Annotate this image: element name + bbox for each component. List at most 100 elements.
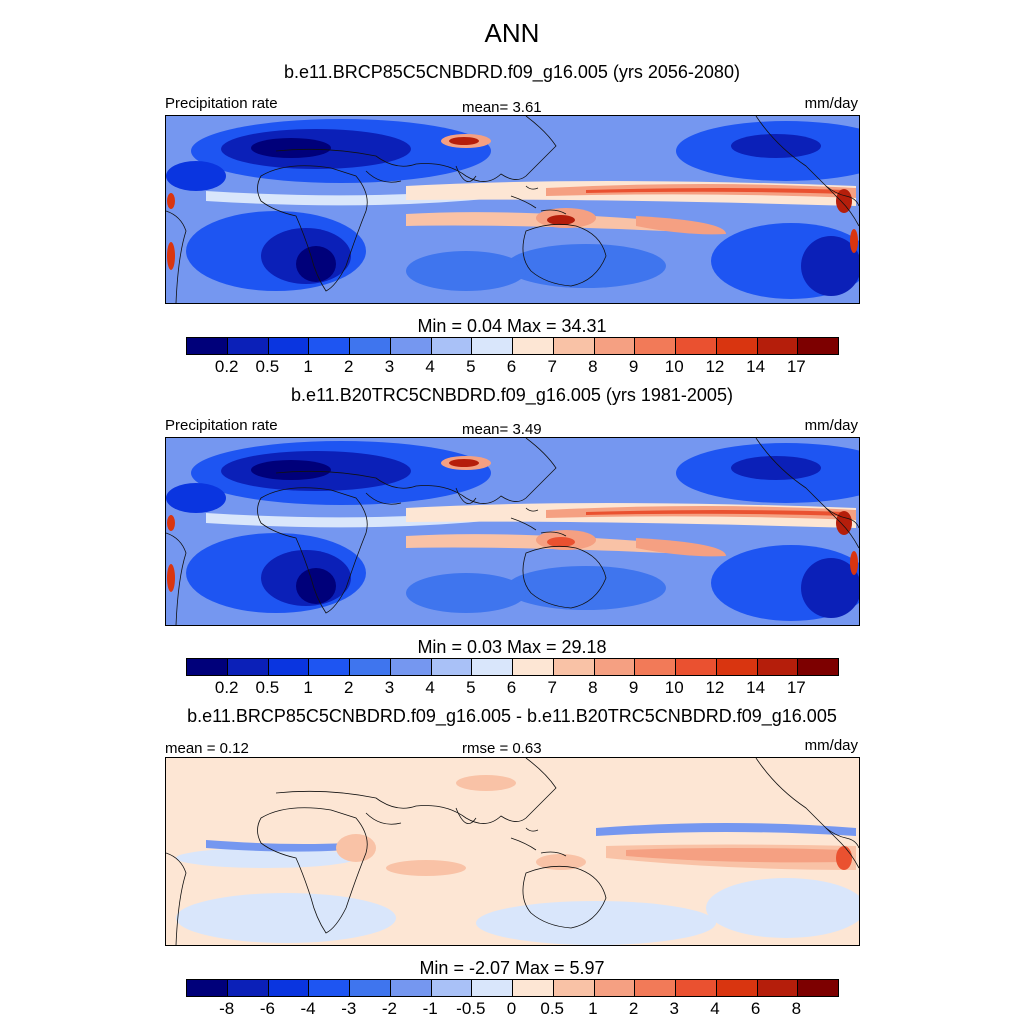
colorbar-swatch: [716, 980, 758, 996]
colorbar-tick-label: 4: [425, 678, 435, 697]
colorbar-tick-label: 8: [588, 357, 598, 376]
panel-3-map: [165, 757, 860, 946]
colorbar-swatch: [553, 338, 595, 354]
colorbar-tick-label: 12: [705, 678, 725, 697]
panel-1-units-label: mm/day: [804, 95, 858, 112]
colorbar-swatch: [431, 338, 473, 354]
colorbar-tick-label: -1: [422, 999, 438, 1018]
colorbar-tick-label: 5: [466, 357, 476, 376]
colorbar-swatch: [390, 338, 432, 354]
colorbar-tick-label: 0.5: [255, 357, 280, 376]
colorbar-swatch: [757, 659, 799, 675]
panel-3-minmax: Min = -2.07 Max = 5.97: [419, 958, 605, 978]
colorbar-tick-label: 6: [750, 999, 761, 1018]
colorbar-tick-label: 8: [791, 999, 802, 1018]
panel-2-map-svg: [166, 438, 859, 625]
colorbar-swatch: [472, 980, 513, 996]
panel-1-subtitle: b.e11.BRCP85C5CNBDRD.f09_g16.005 (yrs 20…: [284, 62, 740, 82]
colorbar-swatch: [513, 659, 554, 675]
colorbar-swatch: [635, 659, 676, 675]
colorbar-swatch: [716, 338, 758, 354]
colorbar-tick-label: 10: [664, 357, 684, 376]
colorbar-swatch: [390, 659, 432, 675]
colorbar-tick-label: -6: [259, 999, 275, 1018]
colorbar-tick-label: 17: [786, 678, 806, 697]
colorbar-swatch: [472, 659, 513, 675]
colorbar-tick-label: 1: [303, 678, 313, 697]
figure-title: ANN: [484, 18, 540, 48]
colorbar-tick-label: -4: [300, 999, 316, 1018]
panel-2-variable-label: Precipitation rate: [165, 417, 278, 434]
colorbar-swatch: [309, 980, 350, 996]
panel-3-units-label: mm/day: [804, 737, 858, 754]
colorbar-tick-label: -2: [381, 999, 397, 1018]
colorbar-swatch: [798, 980, 838, 996]
colorbar-swatch: [431, 659, 473, 675]
panel-2-colorbar-ticks: 0.2 0.5 1 2 3 4 5 6 7 8 9 10 12 14 17: [186, 678, 837, 698]
colorbar-swatch: [187, 338, 228, 354]
colorbar-swatch: [676, 338, 717, 354]
colorbar-tick-label: 1: [588, 999, 598, 1018]
colorbar-swatch: [553, 980, 595, 996]
colorbar-tick-label: 5: [466, 678, 476, 697]
colorbar-swatch: [268, 980, 310, 996]
colorbar-tick-label: 6: [506, 357, 517, 376]
colorbar-swatch: [676, 980, 717, 996]
colorbar-tick-label: 0.5: [255, 678, 280, 697]
colorbar-tick-label: 0.5: [540, 999, 565, 1018]
panel-1-colorbar: [186, 337, 839, 355]
colorbar-tick-label: -8: [219, 999, 235, 1018]
colorbar-swatch: [757, 338, 799, 354]
panel-1-map-svg: [166, 116, 859, 303]
colorbar-swatch: [187, 659, 228, 675]
colorbar-swatch: [350, 338, 391, 354]
colorbar-tick-label: -0.5: [456, 999, 486, 1018]
panel-2-subtitle: b.e11.B20TRC5CNBDRD.f09_g16.005 (yrs 198…: [291, 385, 733, 405]
colorbar-swatch: [716, 659, 758, 675]
colorbar-swatch: [594, 338, 636, 354]
colorbar-tick-label: 1: [303, 357, 313, 376]
colorbar-swatch: [757, 980, 799, 996]
colorbar-tick-label: 2: [344, 357, 354, 376]
colorbar-swatch: [513, 338, 554, 354]
panel-3-colorbar-ticks: -8 -6 -4 -3 -2 -1 -0.5 0 0.5 1 2 3 4 6 8: [186, 999, 837, 1019]
panel-1-colorbar-ticks: 0.2 0.5 1 2 3 4 5 6 7 8 9 10 12 14 17: [186, 357, 837, 377]
colorbar-swatch: [798, 338, 838, 354]
colorbar-swatch: [309, 659, 350, 675]
panel-2-colorbar: [186, 658, 839, 676]
colorbar-swatch: [472, 338, 513, 354]
colorbar-swatch: [390, 980, 432, 996]
panel-2-units-label: mm/day: [804, 417, 858, 434]
colorbar-swatch: [227, 980, 269, 996]
colorbar-tick-label: 0.2: [214, 357, 239, 376]
panel-3-mean-label: mean = 0.12: [165, 740, 249, 757]
panel-1-variable-label: Precipitation rate: [165, 95, 278, 112]
panel-1-mean-label: mean= 3.61: [462, 99, 542, 116]
colorbar-tick-label: 0.2: [214, 678, 239, 697]
panel-1-minmax: Min = 0.04 Max = 34.31: [417, 316, 607, 336]
colorbar-swatch: [268, 659, 310, 675]
colorbar-swatch: [227, 659, 269, 675]
panel-3-map-svg: [166, 758, 859, 945]
colorbar-swatch: [553, 659, 595, 675]
panel-3-subtitle: b.e11.BRCP85C5CNBDRD.f09_g16.005 - b.e11…: [187, 706, 837, 726]
panel-2-minmax: Min = 0.03 Max = 29.18: [417, 637, 607, 657]
colorbar-tick-label: 14: [746, 678, 766, 697]
colorbar-swatch: [513, 980, 554, 996]
colorbar-swatch: [309, 338, 350, 354]
colorbar-tick-label: 4: [425, 357, 435, 376]
colorbar-swatch: [227, 338, 269, 354]
colorbar-swatch: [635, 338, 676, 354]
colorbar-tick-label: 2: [344, 678, 354, 697]
colorbar-tick-label: 0: [506, 999, 517, 1018]
panel-1-map: [165, 115, 860, 304]
panel-2-mean-label: mean= 3.49: [462, 421, 542, 438]
panel-3-colorbar: [186, 979, 839, 997]
colorbar-tick-label: 6: [506, 678, 517, 697]
colorbar-tick-label: 10: [664, 678, 684, 697]
colorbar-tick-label: 4: [710, 999, 720, 1018]
panel-2-map: [165, 437, 860, 626]
colorbar-tick-label: 2: [628, 999, 639, 1018]
colorbar-swatch: [798, 659, 838, 675]
colorbar-tick-label: 12: [705, 357, 725, 376]
